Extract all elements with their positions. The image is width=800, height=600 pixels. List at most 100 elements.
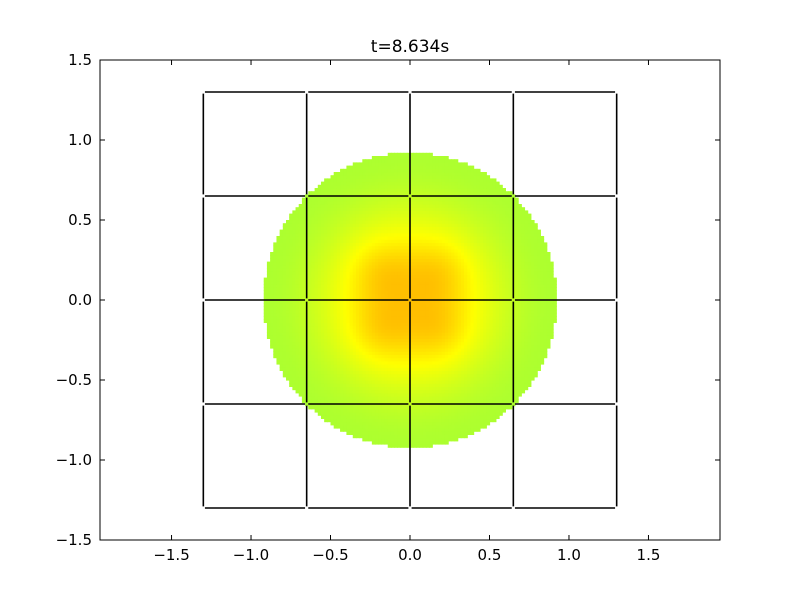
- heatmap-cell: [448, 261, 452, 266]
- heatmap-cell: [403, 210, 408, 215]
- heatmap-cell: [365, 392, 370, 397]
- heatmap-cell: [397, 300, 402, 304]
- heatmap-cell: [320, 376, 325, 381]
- heatmap-cell: [365, 181, 370, 186]
- heatmap-cell: [298, 380, 303, 384]
- heatmap-cell: [279, 268, 284, 272]
- heatmap-cell: [375, 200, 379, 205]
- heatmap-cell: [362, 204, 367, 208]
- heatmap-cell: [355, 412, 360, 416]
- heatmap-cell: [410, 184, 414, 189]
- heatmap-cell: [403, 223, 408, 227]
- heatmap-cell: [384, 364, 389, 368]
- heatmap-cell: [352, 175, 357, 179]
- heatmap-cell: [454, 191, 459, 195]
- heatmap-cell: [403, 418, 408, 423]
- heatmap-cell: [375, 255, 379, 259]
- heatmap-cell: [282, 268, 287, 272]
- heatmap-cell: [422, 242, 427, 247]
- heatmap-cell: [441, 188, 446, 192]
- heatmap-cell: [441, 303, 446, 307]
- heatmap-cell: [362, 392, 367, 397]
- heatmap-cell: [454, 264, 459, 269]
- heatmap-cell: [457, 216, 462, 221]
- heatmap-cell: [413, 418, 417, 423]
- heatmap-cell: [422, 434, 427, 439]
- heatmap-cell: [349, 405, 354, 410]
- heatmap-cell: [464, 290, 468, 295]
- heatmap-cell: [438, 162, 443, 167]
- heatmap-cell: [340, 421, 344, 426]
- heatmap-cell: [448, 415, 452, 419]
- heatmap-cell: [375, 245, 379, 250]
- heatmap-cell: [308, 226, 313, 231]
- heatmap-cell: [378, 220, 382, 224]
- heatmap-cell: [425, 184, 430, 189]
- heatmap-cell: [270, 287, 274, 291]
- heatmap-cell: [343, 383, 348, 387]
- heatmap-cell: [352, 360, 357, 365]
- heatmap-cell: [368, 258, 373, 263]
- heatmap-cell: [425, 357, 430, 362]
- heatmap-cell: [295, 360, 300, 365]
- heatmap-cell: [340, 293, 344, 298]
- heatmap-cell: [282, 309, 287, 314]
- heatmap-cell: [429, 264, 433, 269]
- heatmap-cell: [413, 380, 417, 384]
- heatmap-cell: [352, 408, 357, 413]
- heatmap-cell: [324, 261, 328, 266]
- heatmap-cell: [320, 405, 325, 410]
- heatmap-cell: [336, 184, 341, 189]
- heatmap-cell: [343, 364, 348, 368]
- heatmap-cell: [371, 255, 376, 259]
- heatmap-cell: [340, 373, 344, 378]
- heatmap-cell: [416, 408, 421, 413]
- heatmap-cell: [378, 268, 382, 272]
- heatmap-cell: [406, 322, 411, 327]
- heatmap-cell: [435, 357, 440, 362]
- heatmap-cell: [324, 226, 328, 231]
- heatmap-cell: [371, 341, 376, 346]
- heatmap-cell: [320, 396, 325, 400]
- heatmap-cell: [270, 300, 274, 304]
- heatmap-cell: [336, 405, 341, 410]
- heatmap-cell: [394, 444, 398, 448]
- heatmap-cell: [438, 178, 443, 183]
- heatmap-cell: [467, 380, 472, 384]
- heatmap-cell: [314, 287, 319, 291]
- heatmap-cell: [324, 328, 328, 333]
- heatmap-cell: [327, 364, 332, 368]
- heatmap-cell: [390, 181, 395, 186]
- heatmap-cell: [397, 328, 402, 333]
- heatmap-cell: [413, 316, 417, 320]
- heatmap-cell: [419, 226, 424, 231]
- heatmap-cell: [400, 264, 405, 269]
- heatmap-cell: [378, 344, 382, 349]
- heatmap-cell: [387, 354, 392, 359]
- heatmap-cell: [410, 172, 414, 176]
- heatmap-cell: [406, 165, 411, 170]
- heatmap-cell: [314, 207, 319, 211]
- heatmap-cell: [314, 316, 319, 320]
- heatmap-cell: [381, 274, 386, 279]
- heatmap-cell: [355, 184, 360, 189]
- heatmap-cell: [444, 264, 449, 269]
- heatmap-cell: [362, 380, 367, 384]
- heatmap-cell: [403, 332, 408, 336]
- heatmap-cell: [371, 332, 376, 336]
- heatmap-cell: [324, 348, 328, 352]
- heatmap-cell: [425, 280, 430, 285]
- heatmap-cell: [368, 332, 373, 336]
- heatmap-cell: [375, 370, 379, 375]
- heatmap-cell: [416, 252, 421, 256]
- heatmap-cell: [432, 226, 437, 231]
- heatmap-cell: [410, 360, 414, 365]
- heatmap-cell: [400, 312, 405, 317]
- heatmap-cell: [343, 168, 348, 173]
- heatmap-cell: [365, 316, 370, 320]
- heatmap-cell: [336, 207, 341, 211]
- heatmap-cell: [454, 242, 459, 247]
- heatmap-cell: [432, 156, 437, 160]
- heatmap-cell: [432, 216, 437, 221]
- heatmap-cell: [336, 389, 341, 394]
